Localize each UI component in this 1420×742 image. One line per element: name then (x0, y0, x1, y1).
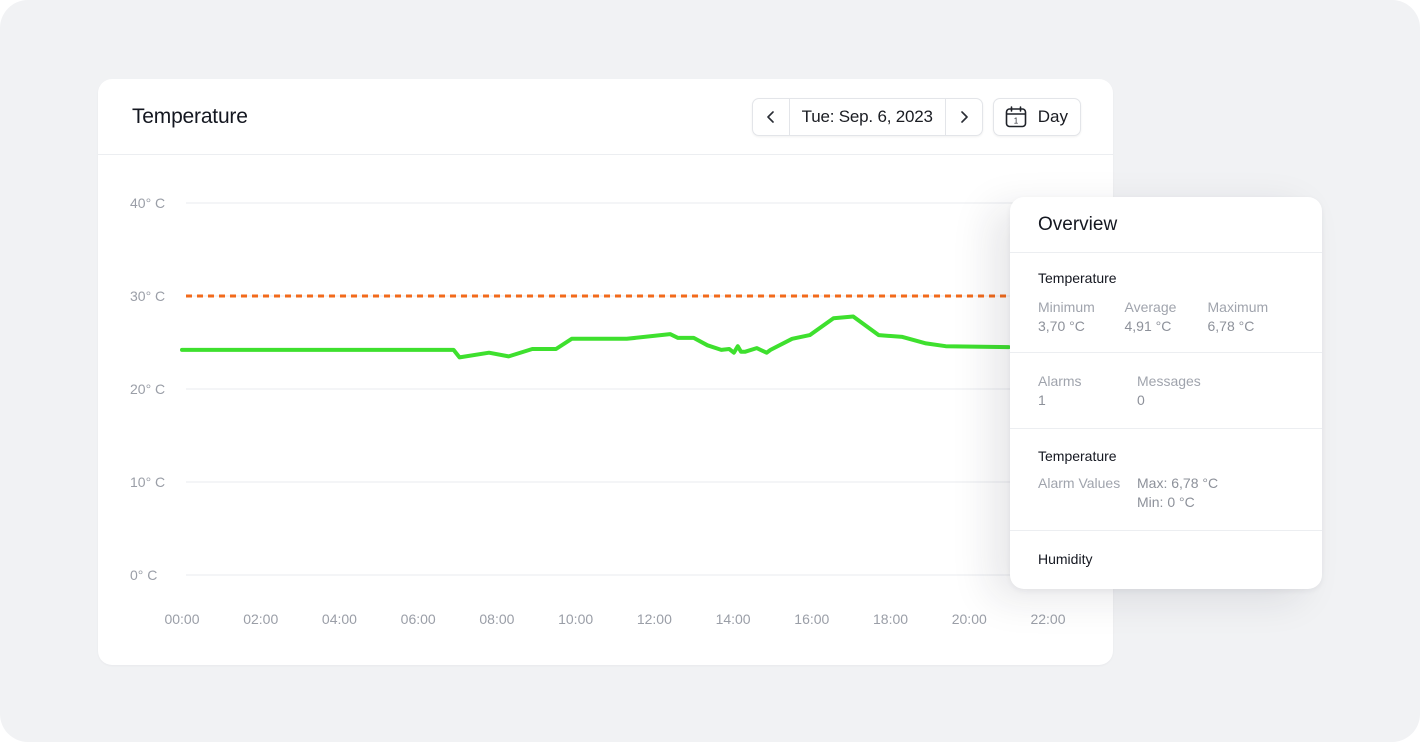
alarm-section-title: Temperature (1038, 448, 1117, 464)
counts-row: Alarms 1 Messages 0 (1038, 372, 1294, 410)
y-tick-label: 0° C (130, 567, 157, 583)
x-tick-label: 00:00 (164, 611, 199, 627)
alarms-count: Alarms 1 (1038, 372, 1137, 410)
x-tick-label: 20:00 (952, 611, 987, 627)
calendar-day-number: 1 (1014, 116, 1019, 125)
stat-maximum: Maximum 6,78 °C (1208, 298, 1295, 336)
messages-count: Messages 0 (1137, 372, 1232, 410)
chevron-left-icon (766, 110, 774, 123)
stat-average: Average 4,91 °C (1125, 298, 1208, 336)
counts-section: Alarms 1 Messages 0 (1010, 353, 1322, 429)
card-header: Temperature Tue: Sep. 6, 2023 1 Day (98, 79, 1113, 155)
alarm-values-col: Max: 6,78 °C Min: 0 °C (1137, 474, 1277, 512)
x-tick-label: 02:00 (243, 611, 278, 627)
alarm-max-value: Max: 6,78 °C (1137, 475, 1219, 491)
stat-maximum-label: Maximum (1207, 299, 1269, 315)
range-label: Day (1037, 106, 1068, 126)
calendar-icon: 1 (1005, 105, 1027, 127)
alarm-min-value: Min: 0 °C (1137, 494, 1195, 510)
x-tick-label: 14:00 (716, 611, 751, 627)
alarms-label: Alarms (1038, 373, 1082, 389)
y-tick-label: 10° C (130, 474, 165, 490)
temperature-stats-row: Minimum 3,70 °C Average 4,91 °C Maximum … (1038, 298, 1294, 336)
stat-average-label: Average (1124, 299, 1177, 315)
date-navigator: Tue: Sep. 6, 2023 (751, 97, 983, 136)
temperature-chart-card: Temperature Tue: Sep. 6, 2023 1 Day 40° (98, 79, 1113, 665)
x-tick-label: 10:00 (558, 611, 593, 627)
temperature-stats-title: Temperature (1038, 270, 1117, 286)
x-tick-label: 06:00 (401, 611, 436, 627)
x-tick-label: 04:00 (322, 611, 357, 627)
x-tick-label: 18:00 (873, 611, 908, 627)
temperature-line-chart: 40° C 30° C 20° C 10° C 0° C 00:00 02:00 04:00 0… (130, 195, 1088, 627)
stat-minimum-label: Minimum (1038, 299, 1095, 315)
stat-maximum-value: 6,78 °C (1207, 318, 1255, 334)
chevron-right-icon (960, 110, 968, 123)
temperature-stats-section: Temperature Minimum 3,70 °C Average 4,91… (1010, 253, 1322, 353)
alarm-values-section: Temperature Alarm Values Max: 6,78 °C Mi… (1010, 429, 1322, 531)
selected-date[interactable]: Tue: Sep. 6, 2023 (788, 98, 946, 135)
x-tick-label: 22:00 (1030, 611, 1065, 627)
overview-title: Overview (1010, 197, 1322, 253)
x-tick-label: 08:00 (479, 611, 514, 627)
stat-minimum: Minimum 3,70 °C (1038, 298, 1125, 336)
x-tick-label: 12:00 (637, 611, 672, 627)
overview-panel: Overview Temperature Minimum 3,70 °C Ave… (1010, 197, 1322, 589)
x-tick-label: 16:00 (794, 611, 829, 627)
humidity-section[interactable]: Humidity (1010, 531, 1322, 567)
alarm-values-row: Alarm Values Max: 6,78 °C Min: 0 °C (1038, 474, 1294, 512)
card-title: Temperature (132, 104, 248, 128)
messages-value: 0 (1137, 392, 1145, 408)
temperature-series-line (180, 314, 1011, 360)
y-tick-label: 20° C (130, 381, 165, 397)
stat-average-value: 4,91 °C (1124, 318, 1172, 334)
range-selector-button[interactable]: 1 Day (992, 97, 1081, 136)
humidity-title: Humidity (1038, 551, 1093, 567)
y-tick-label: 30° C (130, 288, 165, 304)
messages-label: Messages (1137, 373, 1201, 389)
alarm-values-label: Alarm Values (1038, 475, 1121, 491)
stat-minimum-value: 3,70 °C (1038, 318, 1085, 334)
previous-day-button[interactable] (753, 99, 789, 135)
alarm-values-label-col: Alarm Values (1038, 474, 1137, 512)
y-tick-label: 40° C (130, 195, 165, 211)
next-day-button[interactable] (946, 99, 982, 135)
alarms-value: 1 (1038, 392, 1046, 408)
